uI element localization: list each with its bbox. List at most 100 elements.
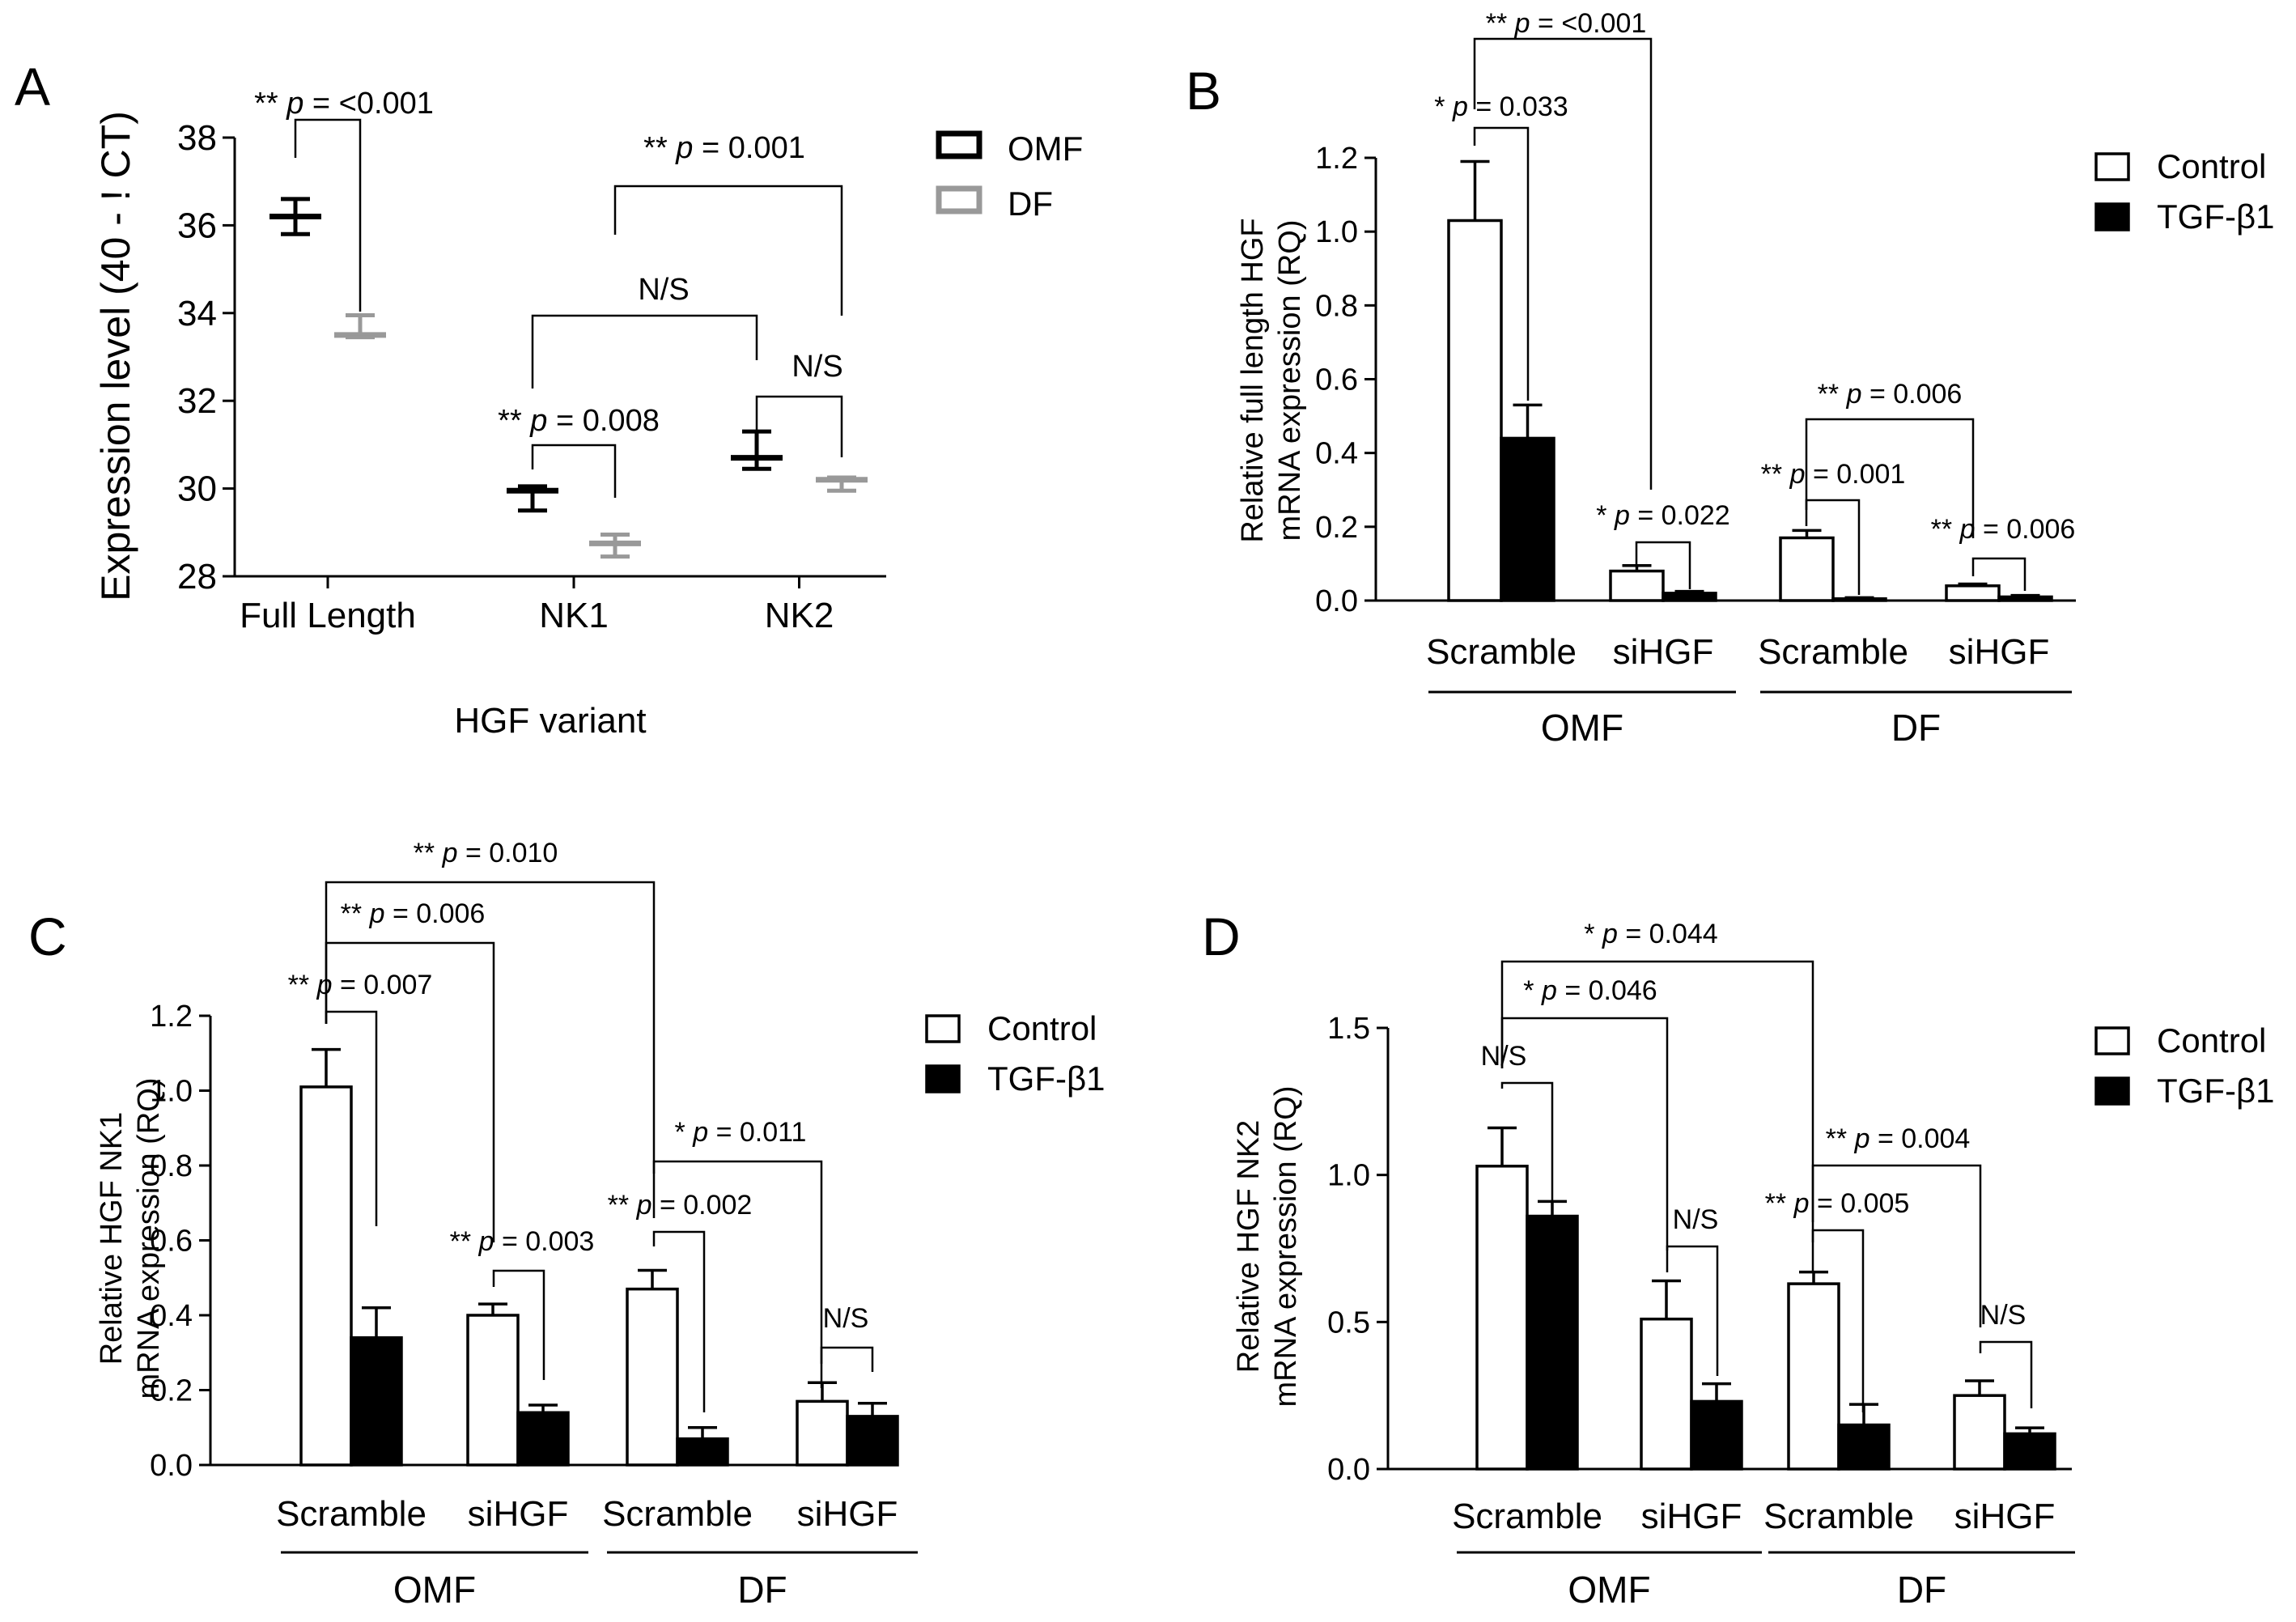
sig-text-part: p xyxy=(692,1117,708,1148)
significance-bracket xyxy=(1473,37,1653,490)
bar-control xyxy=(1609,569,1665,602)
legend-label: TGF-β1 xyxy=(2157,1072,2274,1110)
sig-text-part: ** xyxy=(1931,514,1960,545)
panel-letter-b: B xyxy=(1186,61,1221,121)
sig-text-part: * xyxy=(1596,500,1615,531)
y-tick-label: 0.0 xyxy=(1327,1453,1370,1487)
sig-text-part: p xyxy=(636,1190,652,1221)
legend-swatch xyxy=(925,1064,961,1093)
legend-label: DF xyxy=(1008,185,1053,223)
x-tick-label: Scramble xyxy=(1758,632,1908,672)
significance-bracket xyxy=(1971,557,2027,591)
x-tick-label: NK2 xyxy=(765,596,834,635)
bar-tgf xyxy=(516,1411,570,1467)
bar-control xyxy=(626,1287,679,1467)
x-tick-label: NK1 xyxy=(539,596,609,635)
y-axis-label: Expression level (40 - ! CT) xyxy=(93,111,138,601)
sig-text-part: = 0.033 xyxy=(1468,91,1568,122)
significance-bracket xyxy=(1500,960,1814,1271)
legend-label: Control xyxy=(2157,147,2266,185)
sig-text-part: p xyxy=(1614,500,1630,531)
bar-control xyxy=(1953,1394,2006,1471)
legend: Control TGF-β1 xyxy=(2094,147,2274,236)
y-tick-label: 0.4 xyxy=(150,1299,193,1333)
sig-text-part: p xyxy=(1452,91,1468,122)
significance-label: N/S xyxy=(1673,1204,1719,1235)
significance-bracket xyxy=(652,1160,823,1388)
x-tick-label: siHGF xyxy=(1641,1497,1742,1536)
significance-bracket xyxy=(1979,1340,2033,1408)
bar-control xyxy=(1475,1165,1529,1471)
significance-label: N/S xyxy=(638,273,689,307)
y-tick-label: 1.0 xyxy=(1327,1159,1370,1193)
x-tick-label: siHGF xyxy=(468,1494,569,1534)
sig-text-part: ** xyxy=(288,970,317,1000)
bar-tgf xyxy=(1997,595,2053,602)
panel-letter-a: A xyxy=(15,57,50,117)
bar-tgf xyxy=(676,1437,729,1467)
sig-text-part: ** xyxy=(1765,1188,1794,1219)
significance-label: N/S xyxy=(823,1303,869,1334)
chart-a: 28 30 32 34 36 38 Full Length NK1 NK2 HGF variant… xyxy=(93,87,1083,741)
sig-text-part: = 0.006 xyxy=(385,898,486,929)
chart-b: 0.0 0.2 0.4 0.6 0.8 1.0 1.2 Relative full lengt… xyxy=(1236,8,2274,749)
significance-label: ** p = 0.006 xyxy=(1931,514,2076,545)
significance-label: ** p = 0.010 xyxy=(414,838,558,868)
significance-label: * p = 0.022 xyxy=(1596,500,1729,531)
y-axis-label: Relative HGF NK1 mRNA expression (RQ) xyxy=(95,1078,166,1399)
chart-c: 0.0 0.2 0.4 0.6 0.8 1.0 1.2 Relative HGF NK1 mRN… xyxy=(95,838,1105,1611)
y-tick-label: 34 xyxy=(177,294,217,333)
bar-tgf xyxy=(1837,1423,1891,1471)
sig-text-part: p xyxy=(478,1226,494,1257)
group-label: OMF xyxy=(393,1569,476,1611)
chart-d: 0.0 0.5 1.0 1.5 Relative HGF NK2 mRNA express… xyxy=(1232,919,2274,1611)
significance-label: N/S xyxy=(1980,1300,2027,1331)
sig-text-part: * xyxy=(1434,91,1453,122)
sig-text-part: = 0.010 xyxy=(458,838,558,868)
legend: Control TGF-β1 xyxy=(2094,1021,2274,1110)
group-label: DF xyxy=(1891,707,1941,749)
significance-label: * p = 0.011 xyxy=(675,1117,807,1148)
sig-text-part: ** xyxy=(341,898,370,929)
y-tick-label: 36 xyxy=(177,206,217,245)
x-tick-label: Scramble xyxy=(602,1494,753,1534)
legend-swatch xyxy=(2094,1076,2130,1106)
sig-text-part: ** xyxy=(498,404,530,438)
legend-swatch xyxy=(936,185,982,214)
sig-text-part: ** xyxy=(1761,459,1790,490)
sig-text-part: * xyxy=(1523,975,1542,1006)
y-tick-label: 0.8 xyxy=(150,1149,193,1183)
significance-bracket xyxy=(1811,1164,1982,1327)
x-tick-label: siHGF xyxy=(1613,632,1714,672)
sig-text-part: * xyxy=(1584,919,1602,949)
significance-bracket xyxy=(1666,1245,1719,1376)
significance-label: N/S xyxy=(792,350,842,384)
bar-control xyxy=(796,1399,849,1467)
significance-bracket xyxy=(1805,418,1975,538)
significance-bracket xyxy=(531,444,617,498)
significance-label: ** p = 0.006 xyxy=(341,898,486,929)
sig-text-part: p xyxy=(442,838,458,868)
legend-label: Control xyxy=(2157,1021,2266,1059)
y-tick-label: 1.0 xyxy=(150,1075,193,1109)
significance-bracket xyxy=(613,185,843,316)
y-axis-label-line: mRNA expression (RQ) xyxy=(1269,1086,1303,1408)
significance-bracket xyxy=(492,1269,545,1380)
sig-text-part: = 0.001 xyxy=(1806,459,1906,490)
bar-control xyxy=(1787,1282,1840,1471)
sig-text-part: = 0.001 xyxy=(693,131,804,165)
y-axis-label-line: mRNA expression (RQ) xyxy=(132,1078,166,1399)
y-tick-label: 0.6 xyxy=(1315,363,1358,397)
sig-text-part: p xyxy=(1514,8,1530,39)
significance-bracket xyxy=(1805,499,1861,595)
sig-text-part: = 0.046 xyxy=(1557,975,1657,1006)
sig-text-part: = 0.006 xyxy=(1976,514,2076,545)
sig-text-part: ** xyxy=(1818,379,1847,410)
sig-text-part: p xyxy=(675,131,693,165)
legend-swatch xyxy=(2094,152,2130,181)
legend-swatch xyxy=(2094,202,2130,231)
significance-bracket xyxy=(1473,126,1530,401)
sig-text-part: p xyxy=(1846,379,1862,410)
significance-label: ** p = 0.003 xyxy=(450,1226,595,1257)
